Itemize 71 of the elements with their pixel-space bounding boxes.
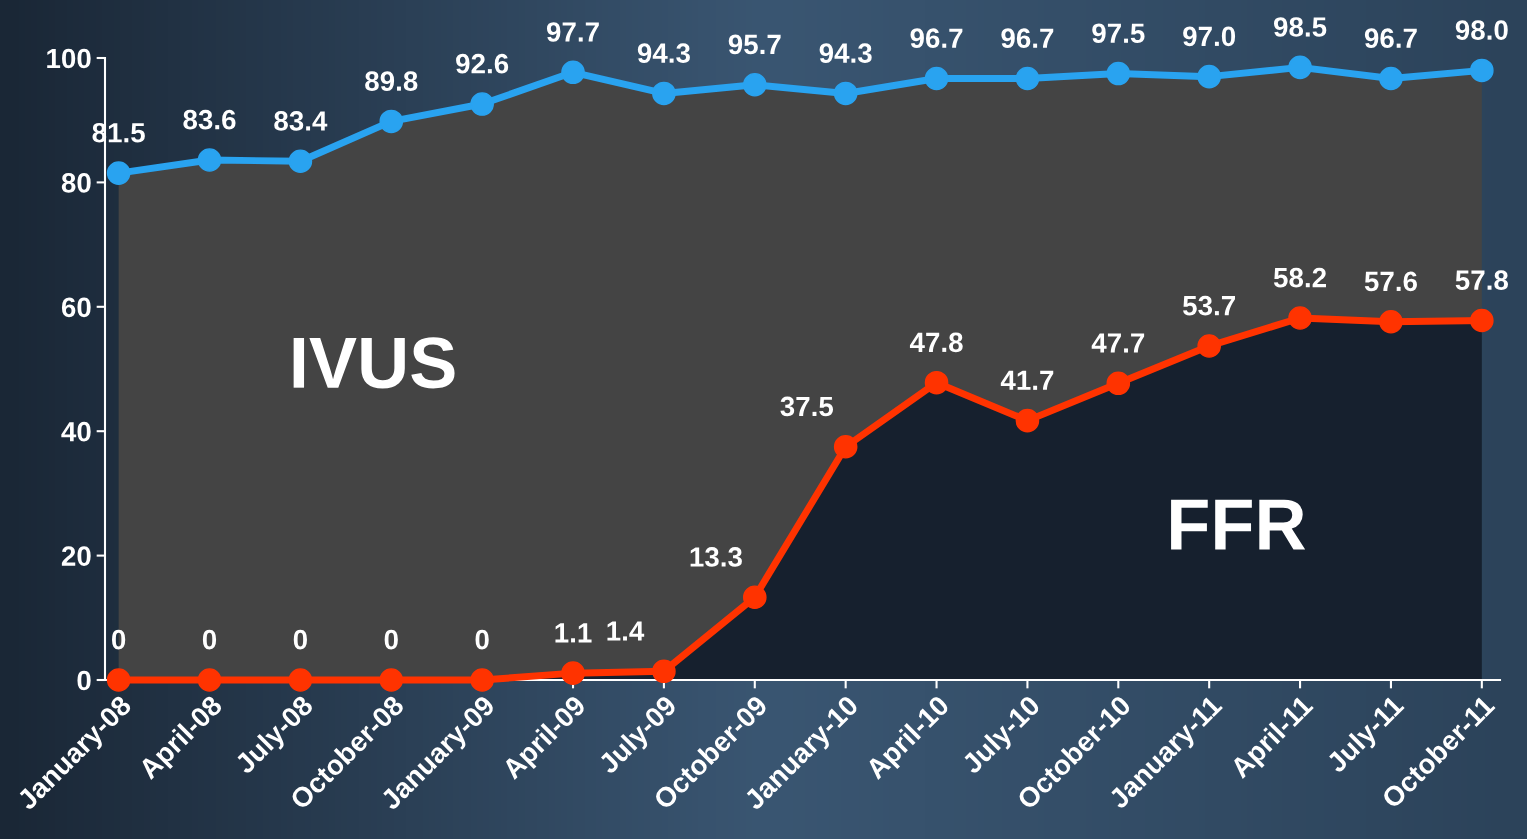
point — [561, 661, 585, 685]
series-label: IVUS — [293, 337, 455, 389]
data-label: 41.7 — [1000, 370, 1054, 390]
point — [924, 66, 949, 91]
point — [833, 434, 858, 459]
y-tick-label: 20 — [61, 546, 91, 566]
point — [742, 72, 767, 97]
data-label: 98.5 — [1274, 17, 1327, 37]
point — [561, 60, 585, 85]
data-label: 96.7 — [1001, 28, 1054, 49]
data-label: 13.3 — [690, 547, 742, 567]
data-label: 0 — [384, 629, 398, 650]
point — [379, 109, 404, 134]
data-label: 57.8 — [1455, 270, 1509, 290]
data-label: 57.6 — [1364, 271, 1417, 292]
point — [1106, 61, 1131, 86]
point — [1197, 64, 1221, 89]
y-tick-label: 100 — [47, 48, 91, 69]
data-label: 83.4 — [274, 111, 328, 131]
data-label: 1.4 — [607, 621, 645, 641]
point — [1015, 408, 1040, 433]
point — [1197, 334, 1221, 358]
point — [288, 668, 313, 692]
point — [1379, 66, 1403, 91]
data-label: 96.7 — [910, 28, 963, 49]
point — [1015, 66, 1040, 91]
data-label: 95.7 — [728, 34, 781, 55]
data-label: 58.2 — [1273, 267, 1326, 288]
point — [1106, 371, 1131, 396]
y-tick-label: 60 — [61, 297, 91, 318]
point — [742, 585, 767, 610]
point — [106, 161, 131, 185]
data-label: 98.0 — [1455, 20, 1508, 40]
data-label: 0 — [293, 629, 307, 650]
data-label: 83.6 — [183, 109, 236, 130]
data-label: 0 — [202, 629, 217, 650]
series-label: FFR — [1171, 499, 1306, 550]
point — [288, 149, 313, 174]
data-label: 53.7 — [1183, 295, 1235, 316]
data-label: 0 — [475, 629, 489, 650]
data-label: 97.0 — [1183, 26, 1236, 47]
data-label: 47.8 — [909, 332, 963, 353]
point — [470, 668, 494, 692]
data-label: 37.5 — [780, 396, 834, 417]
point — [197, 668, 222, 692]
y-tick-label: 40 — [61, 421, 91, 442]
point — [924, 370, 949, 395]
point — [1379, 309, 1403, 334]
data-label: 97.7 — [546, 22, 599, 42]
point — [470, 92, 494, 116]
data-label: 47.7 — [1091, 333, 1145, 353]
data-label: 96.7 — [1364, 28, 1417, 49]
point — [1288, 55, 1312, 80]
point — [652, 659, 676, 684]
point — [833, 81, 858, 106]
point — [379, 668, 404, 692]
point — [197, 148, 222, 172]
data-label: 92.6 — [456, 53, 509, 74]
data-label: 1.1 — [555, 623, 592, 643]
data-label: 94.3 — [819, 43, 872, 63]
point — [1470, 58, 1494, 83]
data-label: 0 — [112, 629, 126, 650]
point — [1288, 306, 1312, 330]
data-label: 94.3 — [637, 43, 690, 63]
y-tick-label: 0 — [77, 670, 91, 691]
point — [106, 668, 131, 692]
data-label: 89.8 — [365, 71, 418, 91]
point — [652, 81, 676, 106]
point — [1470, 308, 1494, 333]
y-tick-label: 80 — [61, 173, 91, 193]
data-label: 97.5 — [1092, 23, 1145, 44]
